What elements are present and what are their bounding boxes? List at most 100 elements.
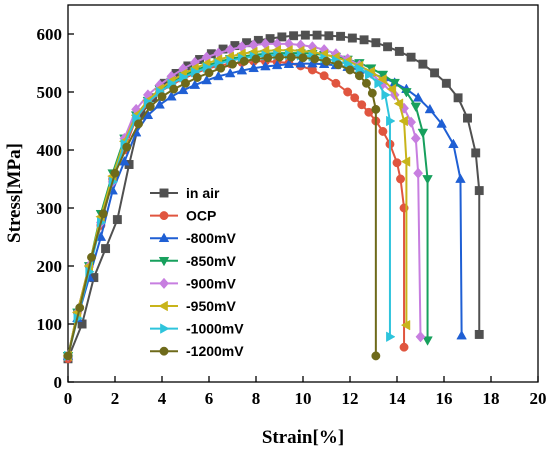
x-tick-label: 18 [483,389,500,408]
data-point [77,319,87,329]
series-ocp [63,56,409,364]
data-point [265,34,275,44]
data-point [213,70,224,81]
data-point [355,63,365,75]
y-tick-label: 200 [37,257,63,276]
data-point [471,148,481,158]
legend-label: OCP [186,208,216,224]
data-point [324,31,334,41]
data-point [216,63,226,73]
data-point [386,83,397,95]
data-point [236,64,248,75]
data-point [112,215,122,225]
data-point [448,138,459,149]
legend-item: -900mV [150,275,236,291]
data-point [298,53,308,63]
data-point [122,142,132,152]
data-point [119,156,130,166]
data-point [145,102,155,111]
data-point [204,68,214,78]
data-point [436,118,447,128]
data-point [260,60,271,71]
data-point [418,59,428,69]
y-tick-label: 400 [37,141,63,160]
y-tick-label: 500 [37,83,63,102]
y-tick-label: 600 [37,25,63,44]
data-point [367,88,377,98]
data-point [345,65,355,75]
data-point [364,69,375,80]
legend-label: in air [186,185,220,201]
data-point [394,46,404,56]
data-point [398,115,408,127]
data-point [75,303,85,313]
data-point [228,59,237,69]
legend-marker [159,211,169,221]
legend-label: -950mV [186,298,236,314]
data-point [333,60,343,70]
data-point [415,331,426,343]
data-point [87,252,96,262]
data-point [378,126,388,136]
legend-item: in air [150,185,220,201]
x-tick-label: 6 [205,389,214,408]
x-axis-title: Strain[%] [262,427,344,448]
data-point [310,54,320,64]
legend-marker [158,232,170,243]
legend-label: -800mV [186,230,236,246]
data-point [166,91,177,101]
data-point [263,53,273,63]
y-tick-label: 300 [37,199,63,218]
legend-label: -1200mV [186,343,244,359]
data-point [393,98,404,109]
data-point [277,32,287,42]
data-point [331,78,341,88]
data-point [248,62,259,73]
legend-marker [160,323,170,334]
data-point [456,330,467,340]
legend-item: -950mV [150,298,236,314]
data-point [177,84,189,95]
x-tick-label: 14 [389,389,407,408]
data-point [422,175,433,185]
data-point [386,331,396,343]
data-point [295,58,306,68]
data-point [134,119,143,129]
data-point [413,167,424,179]
data-point [312,30,322,40]
data-point [181,78,190,88]
series--950mv [62,44,411,362]
data-point [98,209,108,219]
data-point [154,99,165,109]
data-point [406,52,416,62]
x-tick-label: 12 [342,389,359,408]
legend-item: -1000mV [150,321,244,337]
x-tick-label: 16 [436,389,453,408]
data-point [300,30,310,40]
data-point [251,54,261,64]
data-point [455,173,466,183]
data-point [374,78,384,89]
x-tick-label: 0 [64,389,73,408]
data-point [319,71,329,81]
data-point [371,38,381,48]
legend-item: -850mV [150,253,236,269]
data-point [322,56,331,66]
data-point [406,116,417,128]
y-axis-title: Stress[MPa] [4,143,25,243]
data-point [101,244,111,254]
y-tick-label: 100 [37,315,63,334]
series--1200mv [63,52,381,361]
data-point [474,329,484,339]
data-point [239,56,249,66]
data-point [110,168,120,178]
legend: in air OCP -800mV -850mV -900mV -950mV -1000mV… [150,185,244,359]
data-point [283,58,295,68]
data-point [389,78,400,89]
data-point [189,79,201,89]
legend-label: -1000mV [186,321,244,337]
data-point [354,71,364,81]
data-point [224,67,236,78]
legend-marker [158,256,170,267]
